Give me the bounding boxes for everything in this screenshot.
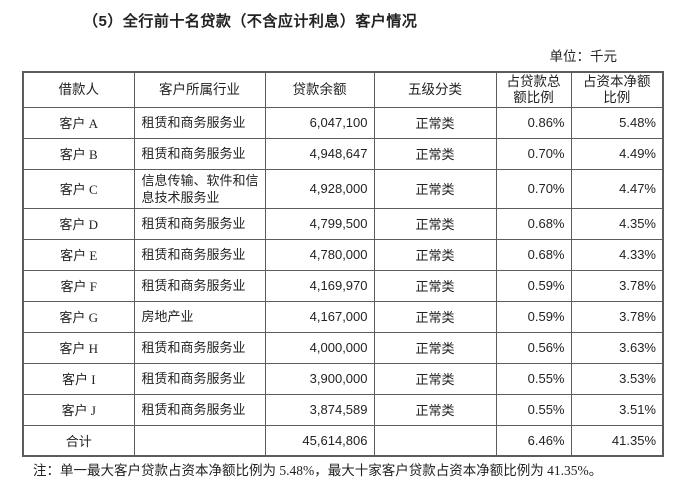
cell-capital-pct: 3.63% [570, 331, 664, 364]
cell-borrower: 客户 A [22, 106, 135, 139]
cell-industry: 租赁和商务服务业 [133, 362, 266, 395]
cell-borrower: 客户 G [22, 300, 135, 333]
cell-classification: 正常类 [373, 269, 497, 302]
cell-loan-pct: 0.55% [495, 362, 572, 395]
cell-loan-pct: 0.68% [495, 238, 572, 271]
section-title: （5）全行前十名贷款（不含应计利息）客户情况 [83, 13, 418, 30]
cell-capital-pct: 3.78% [570, 269, 664, 302]
cell-balance: 3,874,589 [264, 393, 375, 426]
table-header-row: 借款人 客户所属行业 贷款余额 五级分类 占贷款总 额比例 [22, 71, 664, 108]
cell-balance: 4,948,647 [264, 137, 375, 170]
column-header-text: 贷款余额 [292, 81, 347, 97]
cell-borrower: 客户 I [22, 362, 135, 395]
table-row: 客户 A 租赁和商务服务业 6,047,100 正常类 0.86% 5.48% [22, 106, 664, 139]
cell-capital-pct: 4.49% [570, 137, 664, 170]
column-header-balance: 贷款余额 [264, 71, 375, 108]
cell-capital-pct: 3.51% [570, 393, 664, 426]
column-header-text: 客户所属行业 [159, 81, 240, 97]
cell-loan-pct: 0.70% [495, 137, 572, 170]
top-loans-table: 借款人 客户所属行业 贷款余额 五级分类 占贷款总 额比例 [22, 71, 664, 457]
cell-capital-pct: 4.33% [570, 238, 664, 271]
table-row: 客户 I 租赁和商务服务业 3,900,000 正常类 0.55% 3.53% [22, 362, 664, 395]
cell-loan-pct: 0.68% [495, 207, 572, 240]
cell-borrower: 合计 [22, 424, 135, 457]
cell-borrower: 客户 E [22, 238, 135, 271]
table-row: 客户 E 租赁和商务服务业 4,780,000 正常类 0.68% 4.33% [22, 238, 664, 271]
cell-classification: 正常类 [373, 362, 497, 395]
cell-industry: 租赁和商务服务业 [133, 207, 266, 240]
cell-loan-pct: 6.46% [495, 424, 572, 457]
cell-industry: 信息传输、软件和信息技术服务业 [133, 168, 266, 209]
cell-capital-pct: 41.35% [570, 424, 664, 457]
cell-industry: 租赁和商务服务业 [133, 238, 266, 271]
cell-loan-pct: 0.86% [495, 106, 572, 139]
cell-borrower: 客户 H [22, 331, 135, 364]
cell-industry: 租赁和商务服务业 [133, 137, 266, 170]
cell-classification: 正常类 [373, 331, 497, 364]
cell-capital-pct: 3.53% [570, 362, 664, 395]
cell-loan-pct: 0.55% [495, 393, 572, 426]
cell-classification: 正常类 [373, 393, 497, 426]
footnote: 注：单一最大客户贷款占资本净额比例为 5.48%，最大十家客户贷款占资本净额比例… [33, 463, 603, 478]
cell-industry: 房地产业 [133, 300, 266, 333]
column-header-loan-pct: 占贷款总 额比例 [495, 71, 572, 108]
cell-classification: 正常类 [373, 207, 497, 240]
column-header-borrower: 借款人 [22, 71, 135, 108]
cell-balance: 45,614,806 [264, 424, 375, 457]
table-row: 客户 C 信息传输、软件和信息技术服务业 4,928,000 正常类 0.70%… [22, 168, 664, 209]
cell-industry: 租赁和商务服务业 [133, 393, 266, 426]
table-row: 客户 B 租赁和商务服务业 4,948,647 正常类 0.70% 4.49% [22, 137, 664, 170]
cell-industry: 租赁和商务服务业 [133, 331, 266, 364]
cell-balance: 4,928,000 [264, 168, 375, 209]
cell-loan-pct: 0.59% [495, 269, 572, 302]
cell-capital-pct: 3.78% [570, 300, 664, 333]
cell-borrower: 客户 B [22, 137, 135, 170]
cell-classification: 正常类 [373, 106, 497, 139]
cell-classification [373, 424, 497, 457]
cell-classification: 正常类 [373, 168, 497, 209]
cell-capital-pct: 4.35% [570, 207, 664, 240]
cell-borrower: 客户 J [22, 393, 135, 426]
cell-balance: 6,047,100 [264, 106, 375, 139]
cell-classification: 正常类 [373, 137, 497, 170]
table-row: 客户 H 租赁和商务服务业 4,000,000 正常类 0.56% 3.63% [22, 331, 664, 364]
cell-balance: 4,780,000 [264, 238, 375, 271]
column-header-text: 占贷款总 [506, 73, 561, 89]
cell-loan-pct: 0.59% [495, 300, 572, 333]
table-row: 合计 45,614,806 6.46% 41.35% [22, 424, 664, 457]
cell-loan-pct: 0.56% [495, 331, 572, 364]
cell-industry: 租赁和商务服务业 [133, 269, 266, 302]
column-header-text: 借款人 [58, 81, 100, 97]
column-header-text: 五级分类 [408, 81, 462, 97]
table-row: 客户 D 租赁和商务服务业 4,799,500 正常类 0.68% 4.35% [22, 207, 664, 240]
cell-capital-pct: 5.48% [570, 106, 664, 139]
cell-balance: 4,169,970 [264, 269, 375, 302]
cell-balance: 4,167,000 [264, 300, 375, 333]
table-row: 客户 J 租赁和商务服务业 3,874,589 正常类 0.55% 3.51% [22, 393, 664, 426]
cell-loan-pct: 0.70% [495, 168, 572, 209]
column-header-industry: 客户所属行业 [133, 71, 266, 108]
column-header-text: 占资本净额 [583, 73, 651, 89]
cell-classification: 正常类 [373, 238, 497, 271]
table-body: 客户 A 租赁和商务服务业 6,047,100 正常类 0.86% 5.48% … [22, 106, 664, 457]
cell-classification: 正常类 [373, 300, 497, 333]
cell-balance: 3,900,000 [264, 362, 375, 395]
column-header-classification: 五级分类 [373, 71, 497, 108]
cell-industry [133, 424, 266, 457]
table-row: 客户 G 房地产业 4,167,000 正常类 0.59% 3.78% [22, 300, 664, 333]
column-header-text: 比例 [603, 89, 631, 105]
cell-balance: 4,000,000 [264, 331, 375, 364]
cell-balance: 4,799,500 [264, 207, 375, 240]
column-header-capital-pct: 占资本净额 比例 [570, 71, 664, 108]
cell-borrower: 客户 D [22, 207, 135, 240]
column-header-text: 额比例 [513, 89, 554, 105]
cell-capital-pct: 4.47% [570, 168, 664, 209]
cell-industry: 租赁和商务服务业 [133, 106, 266, 139]
cell-borrower: 客户 F [22, 269, 135, 302]
table-row: 客户 F 租赁和商务服务业 4,169,970 正常类 0.59% 3.78% [22, 269, 664, 302]
cell-borrower: 客户 C [22, 168, 135, 209]
unit-label: 单位：千元 [549, 49, 618, 64]
